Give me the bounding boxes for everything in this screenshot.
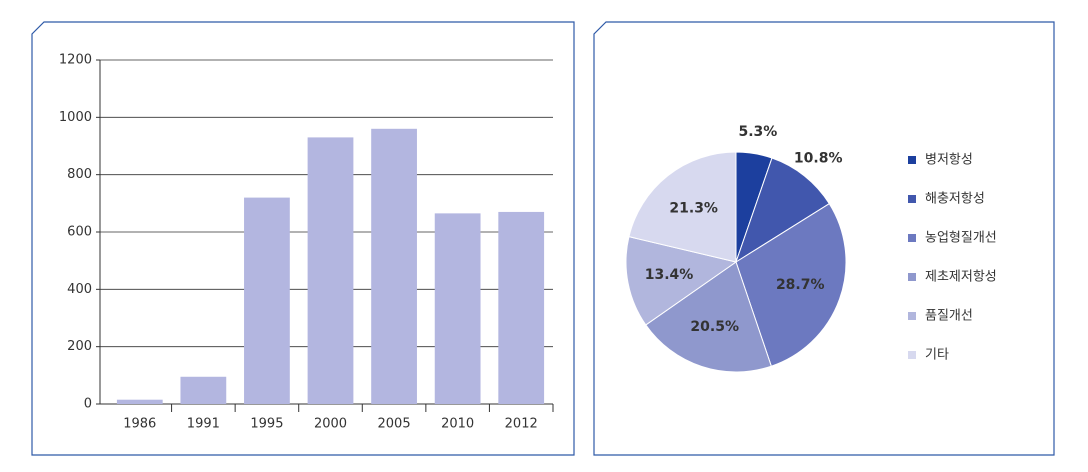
bar bbox=[180, 376, 227, 404]
x-tick-label: 2000 bbox=[314, 417, 347, 432]
pie-slice bbox=[735, 202, 847, 367]
x-tick-label: 2012 bbox=[505, 417, 538, 432]
bar bbox=[371, 128, 417, 405]
bar bbox=[244, 197, 290, 404]
bar bbox=[116, 399, 163, 404]
legend-label: 해충저항성 bbox=[925, 192, 985, 207]
x-tick-label: 2010 bbox=[441, 417, 474, 432]
legend-marker bbox=[908, 351, 916, 359]
pie-slice bbox=[628, 151, 737, 263]
legend-label: 기타 bbox=[925, 348, 949, 363]
x-tick-label: 2005 bbox=[378, 417, 411, 432]
legend-marker bbox=[908, 156, 916, 164]
slice-label: 20.5% bbox=[690, 319, 739, 335]
legend-label: 농업형질개선 bbox=[925, 231, 997, 246]
legend-label: 제초제저항성 bbox=[925, 270, 997, 285]
pie-slice bbox=[625, 236, 738, 326]
y-tick-label: 0 bbox=[84, 397, 92, 412]
bar bbox=[434, 213, 481, 404]
y-tick-label: 1000 bbox=[59, 110, 92, 125]
slice-label: 13.4% bbox=[645, 267, 694, 283]
y-tick-label: 800 bbox=[67, 167, 92, 182]
slice-label: 28.7% bbox=[776, 277, 825, 293]
bar-chart: 0 200 400 600 800 1000 1200 1986 1991 1995 2000 200… bbox=[59, 53, 554, 432]
slice-label: 5.3% bbox=[738, 124, 777, 140]
x-tick-label: 1991 bbox=[187, 417, 220, 432]
left-panel bbox=[31, 21, 575, 456]
y-tick-label: 600 bbox=[67, 225, 92, 240]
y-tick-label: 200 bbox=[67, 339, 92, 354]
pie-chart: 5.3% 10.8% 28.7% 20.5% 13.4% 21.3% 병저항성해충저항성농업… bbox=[625, 124, 997, 373]
x-tick-label: 1986 bbox=[123, 417, 156, 432]
legend-marker bbox=[908, 312, 916, 320]
pie-slice bbox=[645, 261, 772, 373]
slice-label: 10.8% bbox=[794, 151, 843, 167]
y-tick-label: 400 bbox=[67, 282, 92, 297]
legend-marker bbox=[908, 234, 916, 242]
legend-marker bbox=[908, 273, 916, 281]
slice-label: 21.3% bbox=[669, 201, 718, 217]
legend-label: 품질개선 bbox=[925, 309, 973, 324]
y-tick-label: 1200 bbox=[59, 53, 92, 68]
pie-slice bbox=[735, 157, 830, 264]
x-tick-label: 1995 bbox=[250, 417, 283, 432]
bar bbox=[307, 137, 354, 404]
legend-marker bbox=[908, 195, 916, 203]
legend-label: 병저항성 bbox=[925, 153, 973, 168]
bar bbox=[498, 211, 545, 404]
